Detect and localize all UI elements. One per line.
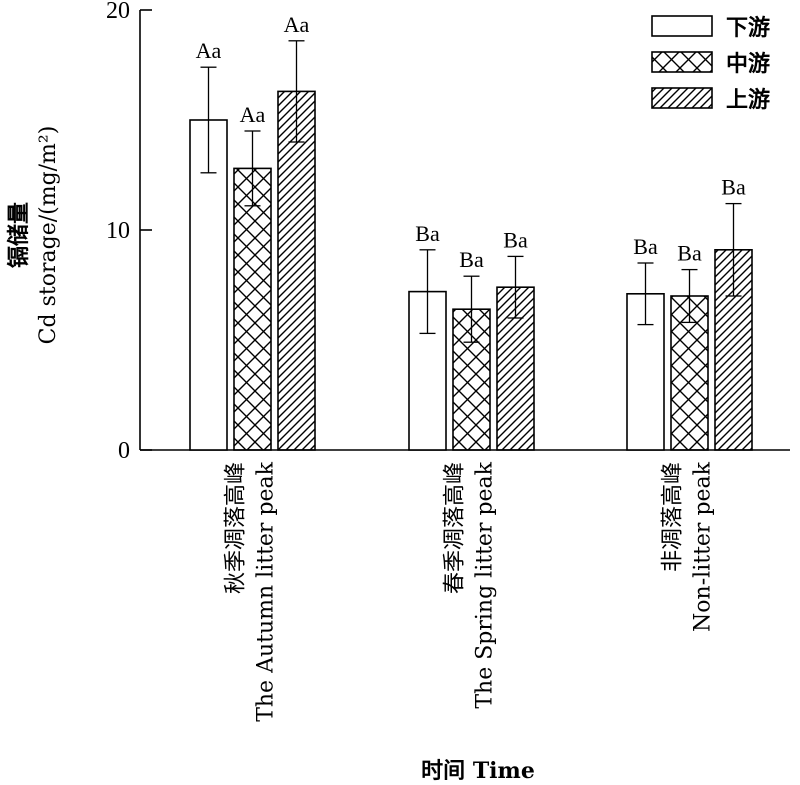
legend-swatch (651, 51, 713, 73)
category-labels: 秋季凋落高峰 The Autumn litter peak 春季凋落高峰 The Sp… (224, 461, 716, 721)
x-axis-title: 时间 Time (421, 758, 535, 784)
bars-group: Aa Ba Ba Aa Ba Ba Aa Ba Ba (189, 12, 753, 451)
category-label-cn: 春季凋落高峰 (443, 462, 468, 594)
legend-label: 下游 (726, 15, 770, 41)
category-label-en: Non-litter peak (691, 461, 716, 632)
legend-label: 上游 (726, 87, 770, 113)
significance-label: Aa (196, 38, 222, 63)
significance-label: Aa (240, 102, 266, 127)
legend-swatch (651, 15, 713, 37)
legend-swatch (651, 87, 713, 109)
category-label-en: The Spring litter peak (473, 461, 498, 708)
category-label-cn: 非凋落高峰 (661, 462, 686, 572)
bar (277, 90, 316, 451)
category-label-en: The Autumn litter peak (254, 461, 279, 721)
bar (189, 119, 228, 451)
significance-label: Aa (284, 12, 310, 37)
bar (233, 167, 272, 451)
y-tick-label: 20 (106, 0, 130, 24)
y-ticks: 0 10 20 (106, 0, 152, 464)
y-tick-label: 10 (106, 218, 130, 244)
significance-label: Ba (633, 234, 658, 259)
significance-label: Ba (415, 221, 440, 246)
y-axis-title-cn: 镉储量 (6, 202, 32, 268)
significance-label: Ba (721, 175, 746, 200)
significance-label: Ba (459, 247, 484, 272)
bar (670, 295, 709, 451)
y-tick-label: 0 (118, 438, 130, 464)
legend-label: 中游 (726, 51, 770, 77)
significance-label: Ba (677, 241, 702, 266)
category-label-cn: 秋季凋落高峰 (224, 462, 249, 594)
y-axis-title: Cd storage/(mg/m²) (36, 126, 61, 345)
significance-label: Ba (503, 227, 528, 252)
